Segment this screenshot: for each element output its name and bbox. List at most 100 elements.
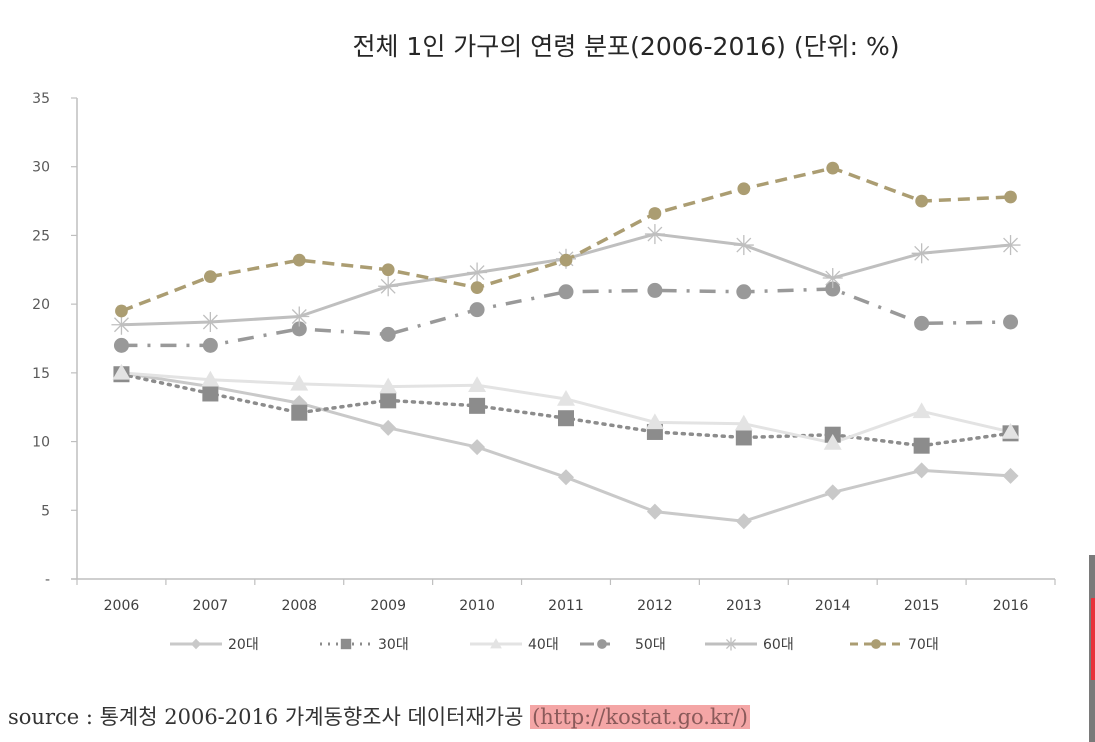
series-markers-60s bbox=[111, 224, 1021, 335]
data-point bbox=[915, 194, 929, 208]
y-tick-label: 10 bbox=[32, 435, 50, 451]
series-line-60s bbox=[121, 232, 1011, 327]
legend-marker bbox=[340, 638, 352, 650]
x-tick-label: 2007 bbox=[193, 598, 229, 614]
data-point bbox=[469, 302, 485, 318]
data-point bbox=[558, 469, 574, 486]
data-point bbox=[111, 314, 132, 335]
data-point bbox=[558, 284, 574, 300]
data-point bbox=[647, 282, 663, 298]
data-point bbox=[644, 224, 665, 245]
data-point bbox=[469, 439, 486, 456]
series-markers-70s bbox=[115, 161, 1017, 318]
data-point bbox=[1000, 235, 1021, 256]
y-tick-label: 5 bbox=[41, 503, 50, 519]
data-point bbox=[1004, 190, 1017, 204]
data-point bbox=[200, 312, 221, 333]
data-point bbox=[113, 337, 129, 353]
data-point bbox=[292, 253, 306, 267]
x-tick-label: 2011 bbox=[548, 598, 584, 614]
y-tick-label: 35 bbox=[32, 91, 50, 107]
data-point bbox=[291, 404, 308, 421]
legend-marker bbox=[724, 637, 738, 651]
data-point bbox=[737, 182, 751, 196]
legend-item: 30대 bbox=[320, 637, 409, 653]
data-point bbox=[470, 281, 484, 295]
data-point bbox=[1001, 422, 1020, 439]
data-point bbox=[112, 363, 131, 380]
legend-label: 50대 bbox=[635, 637, 666, 653]
data-point bbox=[115, 304, 128, 318]
axes bbox=[71, 98, 1055, 580]
x-tick-label: 2006 bbox=[104, 598, 140, 614]
series-markers-50s bbox=[113, 281, 1019, 353]
x-tick-label: 2008 bbox=[281, 598, 317, 614]
data-point bbox=[824, 484, 841, 501]
data-point bbox=[378, 276, 399, 297]
chart-title: 전체 1인 가구의 연령 분포(2006-2016) (단위: %) bbox=[352, 32, 899, 61]
data-point bbox=[289, 306, 310, 327]
y-tick-label: 25 bbox=[32, 228, 50, 244]
data-point bbox=[1002, 467, 1019, 484]
data-point bbox=[202, 385, 219, 402]
data-point bbox=[469, 397, 486, 414]
data-point bbox=[468, 376, 487, 392]
legend-marker bbox=[597, 639, 607, 649]
source-note: source : 통계청 2006-2016 가계동향조사 데이터재가공 (ht… bbox=[8, 701, 750, 731]
data-point bbox=[823, 433, 842, 450]
data-point bbox=[380, 419, 397, 436]
legend-label: 20대 bbox=[228, 637, 259, 653]
y-axis-ticks: - 5 10 15 20 25 30 35 bbox=[32, 91, 77, 588]
data-point bbox=[825, 281, 841, 297]
legend-label: 30대 bbox=[378, 637, 409, 653]
data-point bbox=[822, 268, 843, 289]
legend-item: 50대 bbox=[580, 637, 666, 653]
data-point bbox=[733, 235, 754, 256]
y-tick-label: 20 bbox=[32, 297, 50, 313]
data-point bbox=[559, 253, 573, 267]
legend-marker bbox=[871, 639, 881, 649]
y-tick-label: - bbox=[45, 572, 50, 588]
data-point bbox=[912, 402, 931, 419]
x-tick-label: 2009 bbox=[370, 598, 406, 614]
data-point bbox=[645, 413, 664, 430]
data-point bbox=[202, 337, 218, 353]
data-point bbox=[379, 377, 398, 394]
x-tick-label: 2013 bbox=[726, 598, 762, 614]
data-point bbox=[558, 410, 574, 427]
data-point bbox=[557, 389, 575, 406]
data-point bbox=[914, 315, 930, 331]
data-point bbox=[826, 161, 840, 175]
x-tick-label: 2014 bbox=[815, 598, 851, 614]
legend-item: 40대 bbox=[470, 637, 559, 653]
data-point bbox=[911, 243, 932, 264]
data-point bbox=[648, 207, 662, 220]
legend-item: 70대 bbox=[850, 637, 939, 653]
data-point bbox=[913, 462, 930, 479]
source-link[interactable]: (http://kostat.go.kr/) bbox=[530, 705, 750, 729]
series-line-30s bbox=[119, 372, 1013, 448]
series-markers-20s bbox=[113, 364, 1019, 530]
data-point bbox=[290, 374, 309, 391]
scrollbar-indicator[interactable] bbox=[1091, 598, 1095, 680]
data-point bbox=[380, 392, 397, 409]
x-tick-label: 2016 bbox=[993, 598, 1029, 614]
data-point bbox=[381, 263, 395, 277]
data-point bbox=[734, 414, 753, 431]
data-point bbox=[291, 321, 307, 337]
x-axis-ticks: 2006 2007 2008 2009 2010 2011 2012 2013 2014 2015… bbox=[76, 579, 1056, 614]
series-markers-40s bbox=[112, 363, 1020, 450]
y-tick-label: 15 bbox=[32, 366, 50, 382]
data-point bbox=[646, 503, 663, 520]
data-point bbox=[467, 262, 488, 283]
legend: 20대 30대 40대 50대 60대 70대 bbox=[170, 637, 939, 653]
legend-label: 70대 bbox=[908, 637, 939, 653]
x-tick-label: 2015 bbox=[904, 598, 940, 614]
data-point bbox=[736, 284, 752, 300]
data-point bbox=[735, 429, 752, 446]
series-markers bbox=[111, 161, 1021, 530]
y-tick-label: 30 bbox=[32, 160, 50, 176]
data-point bbox=[735, 513, 752, 530]
series-line-40s bbox=[121, 371, 1011, 445]
